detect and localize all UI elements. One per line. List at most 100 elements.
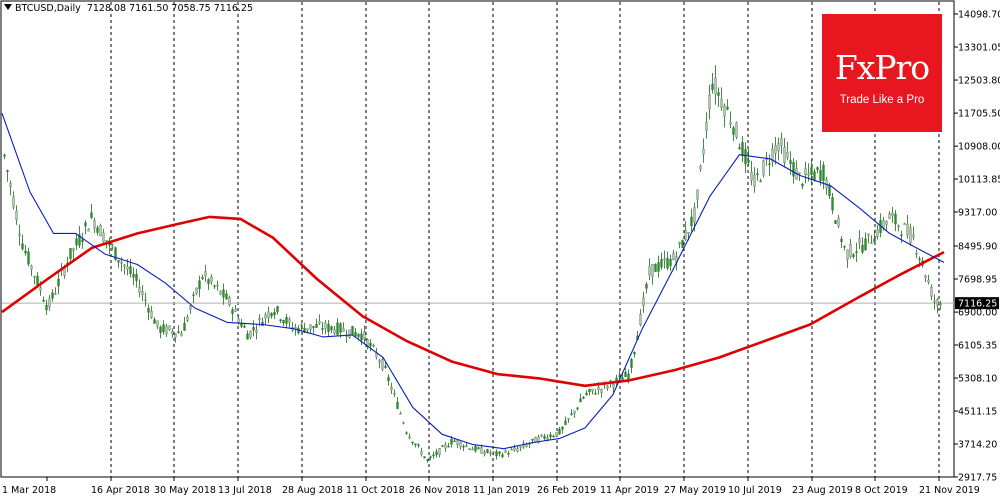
candle-body	[423, 456, 426, 459]
candle-body	[267, 311, 270, 318]
candle-body	[198, 280, 201, 290]
candle-body	[711, 83, 714, 90]
candle-body	[261, 321, 264, 326]
candle-body	[723, 105, 726, 117]
price-axis[interactable]: 14098.70 13301.05 12503.80 11705.50 10908.00…	[954, 10, 1000, 484]
candle-body	[882, 220, 885, 228]
candle-body	[159, 326, 162, 333]
x-tick-label: 26 Nov 2018	[409, 485, 470, 496]
candle-body	[771, 148, 774, 163]
candle-body	[195, 287, 198, 294]
candle-body	[141, 291, 144, 295]
candle-body	[312, 326, 315, 328]
candle-body	[498, 451, 501, 454]
x-tick-label: 30 May 2018	[154, 485, 216, 496]
candle-body	[429, 456, 432, 458]
candle-body	[606, 386, 609, 389]
candle-body	[666, 258, 669, 269]
candle-body	[147, 308, 150, 313]
candle-body	[111, 245, 114, 248]
candle-body	[855, 251, 858, 254]
x-tick-label: 16 Apr 2018	[91, 485, 150, 496]
candle-body	[75, 238, 78, 246]
candle-body	[315, 324, 318, 328]
chart-grid	[0, 0, 955, 478]
candle-body	[837, 218, 840, 227]
candle-body	[780, 138, 783, 146]
candle-body	[936, 299, 939, 306]
candle-body	[21, 243, 24, 250]
candle-body	[288, 319, 291, 323]
candle-body	[738, 147, 741, 150]
symbol-label: BTCUSD,Daily	[15, 3, 81, 14]
candle-body	[201, 277, 204, 279]
candle-body	[255, 329, 258, 333]
candle-body	[48, 298, 51, 308]
candle-body	[597, 387, 600, 390]
candle-body	[900, 234, 903, 236]
candle-body	[651, 264, 654, 277]
candle-body	[570, 413, 573, 415]
candle-body	[324, 322, 327, 329]
plot-frame	[0, 0, 955, 478]
candle-body	[693, 207, 696, 223]
candle-body	[888, 213, 891, 219]
candle-body	[459, 442, 462, 448]
candle-body	[750, 171, 753, 181]
candle-body	[183, 323, 186, 331]
candle-body	[618, 375, 621, 377]
candle-body	[630, 359, 633, 368]
candle-body	[441, 445, 444, 447]
x-tick-label: 1 Mar 2018	[2, 485, 56, 496]
chart-header: BTCUSD,Daily 7128.08 7161.50 7058.75 711…	[4, 3, 253, 14]
candle-body	[552, 435, 555, 438]
candle-body	[51, 292, 54, 299]
candle-body	[258, 318, 261, 320]
candle-body	[642, 297, 645, 306]
candle-body	[342, 328, 345, 332]
candle-body	[792, 162, 795, 177]
time-axis[interactable]: 1 Mar 2018 16 Apr 2018 30 May 2018 13 Jul 2…	[2, 477, 980, 496]
candle-body	[174, 333, 177, 338]
candle-body	[180, 333, 183, 337]
candle-body	[453, 440, 456, 443]
candle-body	[876, 229, 879, 237]
candle-body	[486, 449, 489, 453]
candle-body	[186, 316, 189, 321]
candle-body	[24, 250, 27, 254]
candle-body	[165, 325, 168, 335]
ohlc-values: 7128.08 7161.50 7058.75 7116.25	[86, 3, 254, 14]
candle-body	[219, 290, 222, 295]
candle-body	[45, 304, 48, 311]
candle-body	[852, 254, 855, 257]
candle-body	[510, 449, 513, 451]
x-tick-label: 27 May 2019	[664, 485, 726, 496]
candle-body	[444, 444, 447, 449]
candle-body	[804, 168, 807, 176]
candle-body	[546, 437, 549, 440]
candle-body	[99, 225, 102, 237]
candle-body	[633, 352, 636, 355]
candle-body	[231, 309, 234, 314]
candle-body	[12, 196, 15, 208]
candle-body	[684, 230, 687, 240]
candle-body	[471, 448, 474, 451]
candle-body	[309, 324, 312, 330]
candle-body	[42, 300, 45, 302]
candle-body	[516, 448, 519, 452]
candle-body	[327, 323, 330, 332]
triangle-down-icon[interactable]	[4, 4, 12, 10]
candle-body	[360, 333, 363, 341]
candle-body	[537, 436, 540, 443]
candle-body	[222, 289, 225, 298]
candle-body	[840, 238, 843, 242]
candle-body	[234, 308, 237, 312]
x-tick-label: 13 Jul 2018	[218, 485, 272, 496]
candle-body	[777, 143, 780, 152]
candle-body	[273, 312, 276, 316]
candle-body	[819, 170, 822, 181]
y-tick-label: 9317.00	[958, 208, 997, 219]
candle-body	[816, 167, 819, 170]
moving-average-series	[1, 113, 945, 450]
